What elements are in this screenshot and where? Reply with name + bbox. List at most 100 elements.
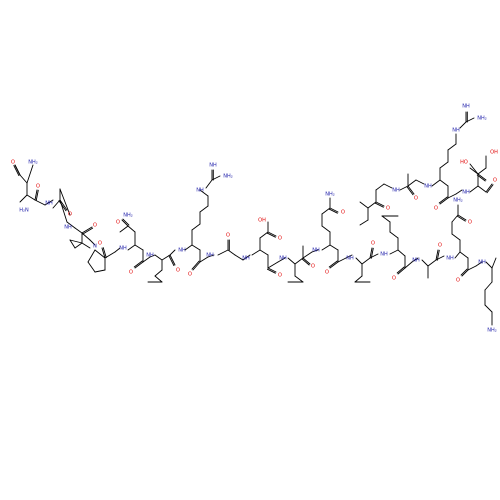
double-bond	[461, 269, 469, 277]
amine-nh2-label: NH₂	[453, 198, 463, 204]
arg-side-chain	[184, 244, 193, 251]
double-bond	[329, 261, 339, 269]
backbone	[345, 254, 353, 259]
arg-side-chain	[431, 179, 441, 187]
leu-residue	[294, 275, 304, 283]
double-bond	[267, 231, 277, 237]
val-residue	[355, 257, 363, 265]
amide-nh-label: NH	[462, 104, 470, 110]
asn1-side-chain	[19, 174, 28, 184]
amide-nh-label: NH	[462, 190, 470, 196]
asp-side-chain	[251, 249, 261, 256]
backbone	[415, 179, 425, 185]
double-bond	[397, 267, 406, 275]
double-bond	[370, 247, 374, 259]
double-bond	[35, 189, 39, 201]
ala-residue	[421, 259, 429, 267]
oxygen-atom-label: O	[188, 272, 192, 278]
double-bond	[407, 185, 415, 195]
oxygen-atom-label: O	[434, 206, 438, 212]
backbone	[397, 249, 406, 257]
val-residue	[74, 242, 83, 249]
backbone	[169, 249, 176, 256]
backbone	[302, 251, 313, 259]
double-bond	[101, 247, 106, 259]
backbone	[89, 239, 96, 246]
oxygen-atom-label: O	[129, 270, 133, 276]
carboxyl-bond	[469, 163, 479, 175]
double-bond	[439, 197, 449, 205]
oxygen-atom-label: O	[414, 196, 418, 202]
double-bond	[192, 261, 201, 271]
val-residue	[69, 239, 83, 244]
backbone	[34, 199, 46, 206]
amide-nh-label: NH	[242, 256, 250, 262]
amide-nh-label: NH	[206, 253, 214, 259]
backbone	[411, 257, 419, 263]
double-bond	[267, 267, 277, 273]
oxygen-atom-label: O	[278, 273, 282, 279]
gln-side-chain	[321, 207, 331, 215]
val-residue	[367, 201, 377, 209]
backbone	[149, 254, 156, 258]
backbone	[191, 244, 201, 251]
backbone	[199, 256, 209, 263]
oxygen-atom-label: O	[371, 241, 375, 247]
amide-nh-label: NH	[452, 128, 460, 134]
lys-side-chain	[485, 261, 493, 269]
amine-nh2-label: NH₂	[487, 328, 497, 334]
hydroxyl-oh-label: OH	[490, 150, 498, 156]
double-bond	[406, 186, 414, 196]
oxygen-atom-label: O	[325, 270, 329, 276]
oxygen-atom-label: O	[116, 220, 120, 226]
backbone	[459, 251, 469, 259]
oxygen-atom-label: O	[493, 178, 497, 184]
backbone	[467, 265, 477, 271]
backbone	[242, 254, 251, 261]
backbone	[477, 185, 487, 193]
oxygen-atom-label: O	[311, 264, 315, 270]
backbone	[491, 257, 497, 269]
oxygen-atom-label: O	[386, 206, 390, 212]
amide-nh-label: NH	[119, 246, 127, 252]
amine-nh2-label: NH₂	[223, 174, 233, 180]
backbone	[439, 179, 449, 187]
val-residue	[81, 242, 91, 249]
backbone	[207, 254, 215, 258]
double-bond	[82, 227, 94, 235]
backbone	[475, 261, 483, 267]
backbone	[234, 254, 244, 261]
backbone	[142, 256, 151, 263]
amine-h2n-label: H₂N	[19, 208, 29, 214]
double-bond	[58, 200, 67, 212]
bond	[26, 164, 34, 184]
backbone	[59, 199, 68, 223]
arg-side-chain	[447, 143, 457, 151]
double-bond	[396, 266, 405, 274]
double-bond	[133, 260, 143, 268]
oxygen-atom-label: O	[36, 184, 40, 190]
backbone	[311, 249, 319, 253]
backbone	[361, 257, 371, 265]
arg-side-chain	[439, 161, 449, 169]
arg-side-chain	[199, 189, 209, 197]
leu-residue	[381, 215, 391, 223]
amide-nh-label: NH	[312, 248, 320, 254]
oxygen-atom-label: O	[93, 223, 97, 229]
double-bond	[81, 226, 93, 234]
backbone	[259, 249, 269, 256]
oxygen-atom-label: O	[226, 233, 230, 239]
gln-side-chain	[451, 233, 461, 241]
double-bond	[329, 207, 339, 213]
backbone	[447, 193, 457, 199]
double-bond	[301, 258, 310, 266]
amine-nh2-label: NH₂	[325, 192, 335, 198]
double-bond	[13, 165, 20, 177]
asp-side-chain	[259, 231, 269, 239]
pro-ring	[94, 269, 106, 273]
guanidine	[205, 179, 213, 189]
double-bond	[169, 254, 176, 266]
double-bond	[266, 268, 276, 274]
double-bond	[456, 215, 466, 222]
